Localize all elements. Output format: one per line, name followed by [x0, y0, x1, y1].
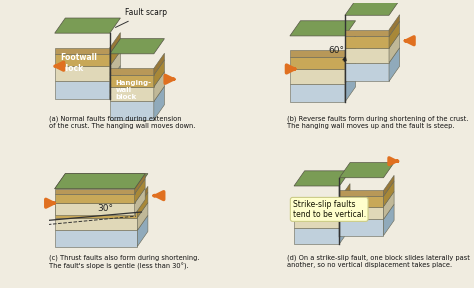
Polygon shape — [294, 228, 339, 244]
Polygon shape — [137, 192, 148, 218]
Polygon shape — [110, 87, 154, 101]
Polygon shape — [110, 75, 154, 87]
Polygon shape — [110, 51, 120, 81]
Polygon shape — [137, 202, 148, 230]
Polygon shape — [110, 68, 154, 75]
Polygon shape — [294, 171, 350, 186]
Text: Fault scarp: Fault scarp — [116, 8, 167, 27]
Polygon shape — [339, 213, 350, 244]
Polygon shape — [135, 179, 145, 203]
Polygon shape — [345, 35, 356, 57]
Polygon shape — [290, 84, 345, 102]
Polygon shape — [55, 18, 120, 33]
Polygon shape — [55, 202, 137, 207]
Polygon shape — [339, 196, 383, 207]
Polygon shape — [137, 186, 148, 207]
Text: 60°: 60° — [328, 46, 345, 55]
Polygon shape — [55, 203, 135, 215]
Polygon shape — [55, 230, 137, 247]
Polygon shape — [345, 42, 356, 69]
Text: Strike-slip faults
tend to be vertical.: Strike-slip faults tend to be vertical. — [292, 200, 366, 219]
Text: (c) Thrust faults also form during shortening.
The fault's slope is gentle (less: (c) Thrust faults also form during short… — [49, 255, 200, 270]
Polygon shape — [389, 21, 400, 48]
Polygon shape — [55, 174, 145, 189]
Polygon shape — [294, 204, 339, 215]
Polygon shape — [339, 190, 383, 196]
Polygon shape — [345, 0, 400, 15]
Polygon shape — [383, 192, 394, 219]
Polygon shape — [339, 207, 383, 219]
Polygon shape — [383, 181, 394, 207]
Polygon shape — [110, 39, 164, 54]
Polygon shape — [55, 54, 110, 66]
Polygon shape — [389, 48, 400, 81]
Polygon shape — [339, 189, 350, 215]
Polygon shape — [135, 174, 145, 194]
Polygon shape — [345, 36, 389, 48]
Polygon shape — [110, 39, 120, 66]
Polygon shape — [55, 218, 137, 230]
Polygon shape — [55, 48, 110, 54]
Polygon shape — [290, 50, 345, 57]
Polygon shape — [290, 21, 356, 36]
Polygon shape — [110, 33, 120, 54]
Polygon shape — [55, 174, 148, 189]
Text: (d) On a strike-slip fault, one block slides laterally past
another, so no verti: (d) On a strike-slip fault, one block sl… — [287, 255, 470, 268]
Polygon shape — [55, 66, 110, 81]
Text: Hanging-
wall
block: Hanging- wall block — [115, 80, 151, 100]
Polygon shape — [345, 63, 389, 81]
Polygon shape — [345, 54, 356, 84]
Polygon shape — [294, 199, 339, 204]
Polygon shape — [135, 188, 145, 215]
Polygon shape — [345, 68, 356, 102]
Polygon shape — [339, 183, 350, 204]
Polygon shape — [345, 48, 389, 63]
Polygon shape — [55, 207, 137, 218]
Polygon shape — [55, 81, 110, 99]
Text: 30°: 30° — [97, 204, 113, 213]
Polygon shape — [383, 175, 394, 196]
Polygon shape — [339, 163, 394, 178]
Polygon shape — [55, 194, 135, 203]
Polygon shape — [389, 33, 400, 63]
Polygon shape — [137, 215, 148, 247]
Polygon shape — [290, 69, 345, 84]
Polygon shape — [154, 86, 164, 120]
Polygon shape — [154, 60, 164, 87]
Polygon shape — [339, 219, 383, 236]
Text: (a) Normal faults form during extension
of the crust. The hanging wall moves dow: (a) Normal faults form during extension … — [49, 116, 196, 129]
Text: Footwall
block: Footwall block — [60, 53, 97, 73]
Polygon shape — [345, 30, 389, 36]
Polygon shape — [290, 57, 345, 69]
Polygon shape — [55, 189, 135, 194]
Polygon shape — [110, 66, 120, 99]
Polygon shape — [154, 53, 164, 75]
Polygon shape — [294, 215, 339, 228]
Polygon shape — [154, 72, 164, 101]
Polygon shape — [383, 204, 394, 236]
Polygon shape — [389, 15, 400, 36]
Polygon shape — [110, 101, 154, 120]
Text: (b) Reverse faults form during shortening of the crust.
The hanging wall moves u: (b) Reverse faults form during shortenin… — [287, 116, 468, 129]
Polygon shape — [339, 200, 350, 228]
